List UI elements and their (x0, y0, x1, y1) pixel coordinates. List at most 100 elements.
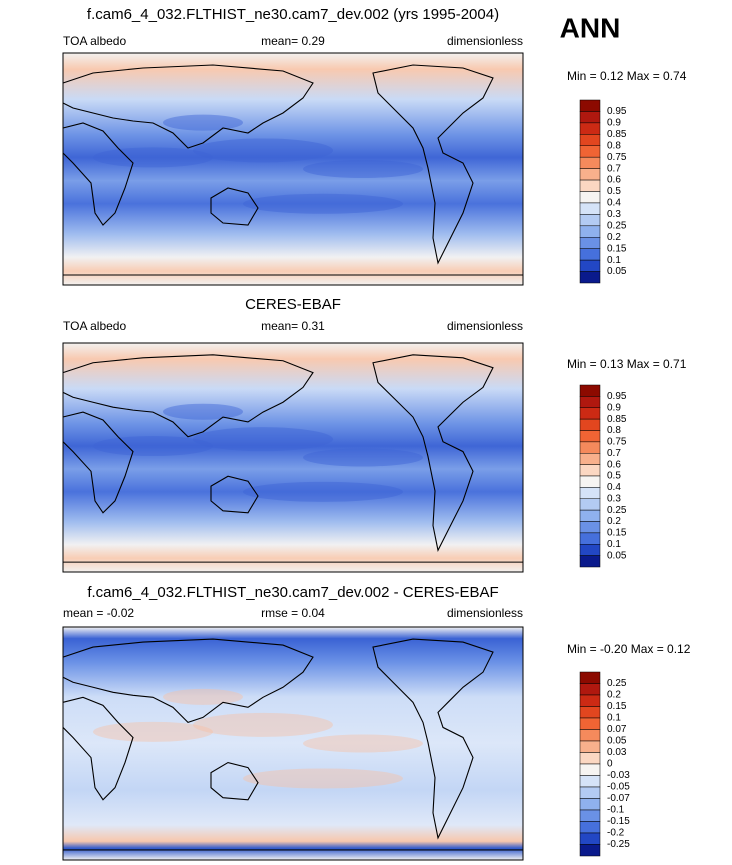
colorbar-label: -0.05 (607, 782, 630, 793)
colorbar-box (579, 441, 601, 454)
colorbar-box (579, 191, 601, 204)
colorbar-label: 0.75 (607, 437, 627, 448)
colorbar-label: 0.8 (607, 425, 621, 436)
colorbar-box (579, 798, 601, 811)
colorbar-box (579, 99, 601, 112)
right-label: dimensionless (447, 606, 523, 620)
colorbar-label: 0.75 (607, 152, 627, 163)
colorbar-label: 0.2 (607, 232, 621, 243)
colorbar-label: 0.4 (607, 198, 621, 209)
colorbar-box (579, 821, 601, 834)
colorbar-box (579, 453, 601, 465)
map-blob (163, 114, 243, 131)
colorbar-box (579, 259, 601, 272)
map-blob (243, 193, 403, 214)
map-blobs (93, 114, 423, 214)
colorbar-label: 0.6 (607, 459, 621, 470)
map-blob (163, 688, 243, 705)
map-field (63, 53, 523, 285)
colorbar-label: 0.95 (607, 391, 627, 402)
colorbar-label: 0.05 (607, 736, 627, 747)
colorbar-box (579, 225, 601, 238)
colorbar-label: 0.8 (607, 140, 621, 151)
colorbar-box (579, 464, 601, 477)
colorbar-label: 0.15 (607, 243, 627, 254)
colorbar-box (579, 740, 601, 753)
colorbar-label: 0.15 (607, 528, 627, 539)
colorbar-label: 0.6 (607, 175, 621, 186)
map-blob (243, 481, 403, 502)
colorbar-box (579, 671, 601, 684)
map-frame (62, 342, 524, 573)
center-label: mean= 0.31 (261, 319, 325, 333)
colorbar-label: 0.85 (607, 414, 627, 425)
colorbar-label: 0.05 (607, 266, 627, 277)
colorbar-label: 0.2 (607, 690, 621, 701)
map-blob (243, 768, 403, 789)
colorbar-box (579, 694, 601, 707)
colorbar-label: 0.1 (607, 539, 621, 550)
colorbar-box (579, 475, 601, 488)
colorbar-label: 0.1 (607, 713, 621, 724)
colorbar-box (579, 683, 601, 696)
map-blob (193, 427, 333, 452)
map-blobs (93, 688, 423, 789)
colorbar-label: 0.4 (607, 482, 621, 493)
colorbar-label: -0.15 (607, 816, 630, 827)
colorbar-label: 0.2 (607, 516, 621, 527)
range-label: Min = 0.13 Max = 0.71 (567, 357, 687, 371)
colorbar-box (579, 156, 601, 169)
colorbar-box (579, 498, 601, 511)
map-blob (193, 138, 333, 163)
right-label: dimensionless (447, 34, 523, 48)
colorbar-label: 0.3 (607, 209, 621, 220)
map-blob (303, 734, 423, 753)
colorbar-box (579, 134, 601, 146)
colorbar-label: 0.15 (607, 701, 627, 712)
colorbar-box (579, 237, 601, 249)
colorbar-box (579, 717, 601, 730)
colorbar-box (579, 111, 601, 124)
left-label: mean = -0.02 (63, 606, 134, 620)
colorbar-box (579, 706, 601, 719)
colorbar-label: 0.05 (607, 550, 627, 561)
colorbar-label: -0.2 (607, 828, 625, 839)
colorbar-box (579, 168, 601, 181)
colorbar-label: 0.9 (607, 118, 621, 129)
colorbar-box (579, 202, 601, 215)
season-label: ANN (560, 12, 621, 43)
colorbar-box (579, 214, 601, 227)
right-label: dimensionless (447, 319, 523, 333)
colorbar-box (579, 418, 601, 431)
colorbar-box (579, 248, 601, 261)
colorbar-label: 0.07 (607, 724, 627, 735)
colorbar-box (579, 832, 601, 845)
colorbar-box (579, 430, 601, 443)
colorbar-label: 0.25 (607, 220, 627, 231)
colorbar-label: 0.9 (607, 402, 621, 413)
colorbar-label: 0.03 (607, 747, 627, 758)
map-frame (62, 626, 524, 861)
colorbar-label: 0.5 (607, 471, 621, 482)
map-field (63, 627, 523, 860)
colorbar-box (579, 122, 601, 135)
colorbar-box (579, 271, 601, 284)
colorbar-box (579, 407, 601, 420)
map-blob (163, 403, 243, 420)
colorbar-label: -0.25 (607, 839, 630, 850)
colorbar-box (579, 509, 601, 522)
colorbar-label: 0.7 (607, 163, 621, 174)
colorbar-box (579, 179, 601, 192)
colorbar-box (579, 752, 601, 765)
left-label: TOA albedo (63, 319, 126, 333)
colorbar-box (579, 786, 601, 799)
left-label: TOA albedo (63, 34, 126, 48)
center-label: mean= 0.29 (261, 34, 325, 48)
colorbar-box (579, 521, 601, 534)
colorbar-box (579, 532, 601, 545)
colorbar-label: 0.5 (607, 186, 621, 197)
colorbar-box (579, 384, 601, 397)
colorbar-box (579, 396, 601, 408)
colorbar-box (579, 729, 601, 742)
